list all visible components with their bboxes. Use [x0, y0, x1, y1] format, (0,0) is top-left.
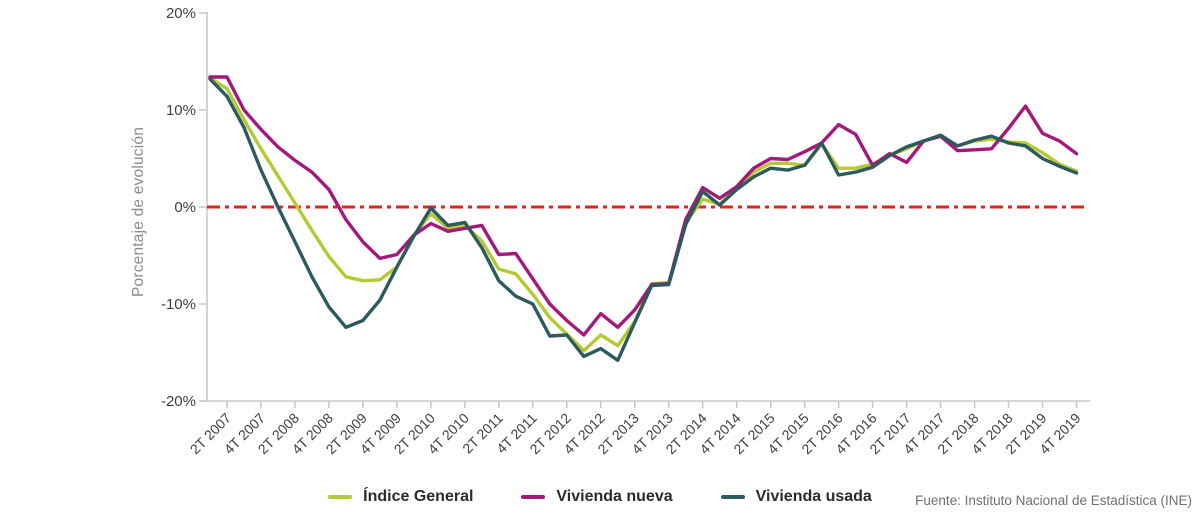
y-tick-label: -20% [161, 393, 196, 410]
y-tick-label: 0% [174, 199, 196, 216]
legend-label-indice-general: Índice General [363, 488, 474, 505]
y-tick-label: 10% [166, 102, 196, 119]
y-tick-label: -10% [161, 296, 196, 313]
series-line-0 [208, 76, 1079, 353]
legend-item-indice-general: Índice General [328, 488, 473, 506]
legend-label-vivienda-usada: Vivienda usada [755, 488, 872, 505]
legend-swatch-indice-general [328, 495, 353, 499]
legend-swatch-vivienda-nueva [521, 495, 546, 499]
legend-item-vivienda-usada: Vivienda usada [720, 488, 872, 506]
legend-swatch-vivienda-usada [720, 495, 745, 499]
series-line-2 [208, 77, 1079, 362]
legend-item-vivienda-nueva: Vivienda nueva [521, 488, 673, 506]
y-axis-ticks: 20% 10% 0% -10% -20% [161, 5, 207, 410]
y-tick-label: 20% [166, 5, 196, 22]
legend-label-vivienda-nueva: Vivienda nueva [556, 488, 673, 505]
source-attribution: Fuente: Instituto Nacional de Estadístic… [915, 493, 1192, 508]
chart-legend: Índice General Vivienda nueva Vivienda u… [0, 488, 1200, 506]
